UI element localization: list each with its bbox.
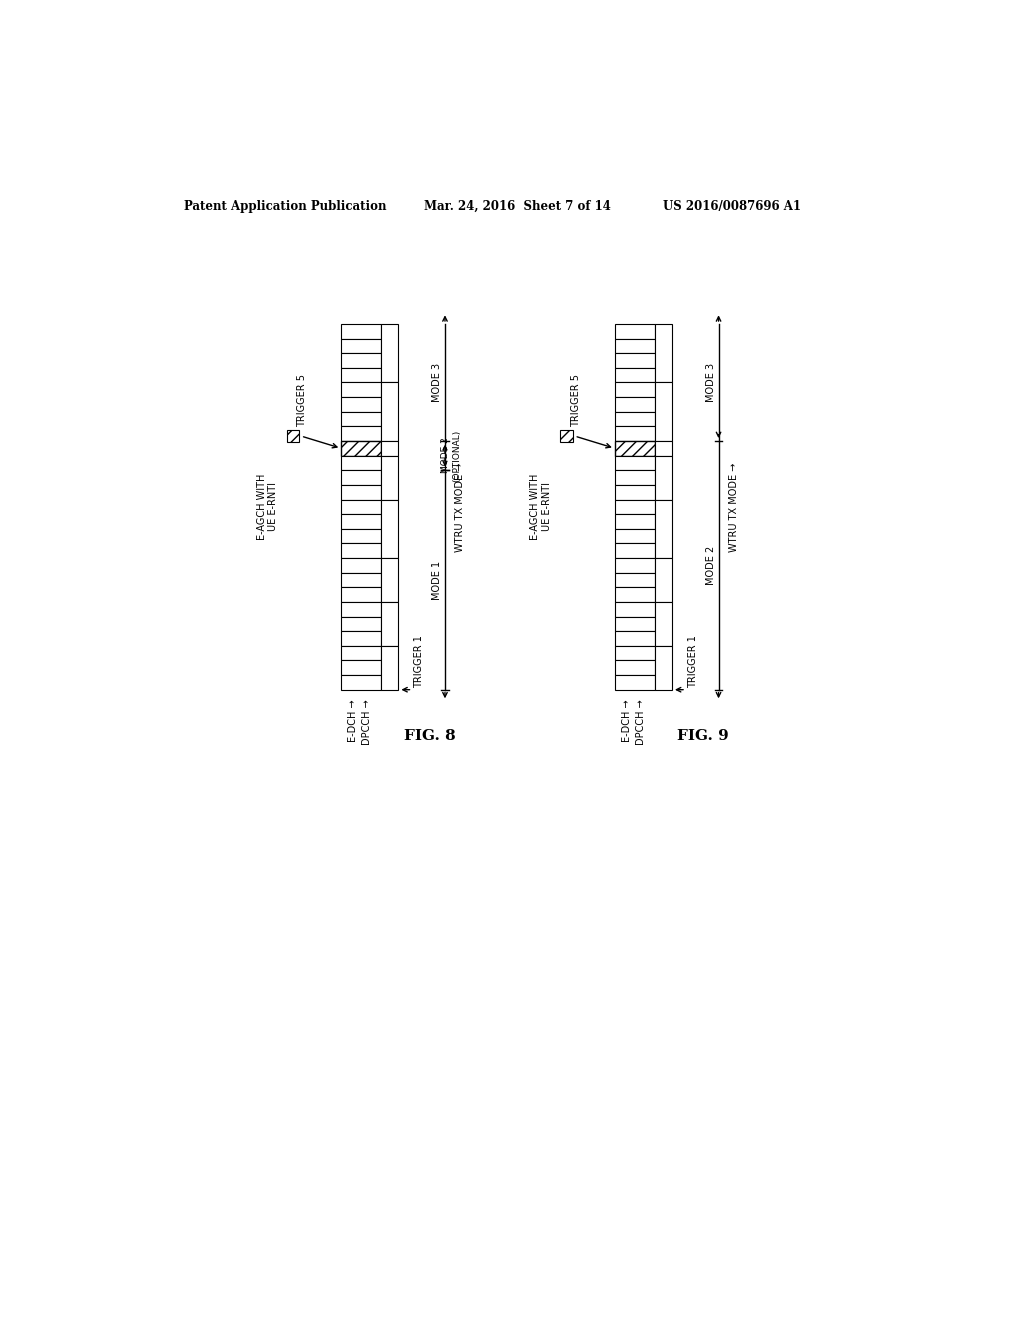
Bar — [614, 339, 655, 354]
Bar — [614, 455, 655, 470]
Bar — [341, 631, 381, 645]
Bar — [560, 430, 572, 442]
Text: WTRU TX MODE →: WTRU TX MODE → — [456, 462, 466, 552]
Bar — [341, 558, 381, 573]
Bar — [381, 441, 398, 455]
Text: E-AGCH WITH
UE E-RNTI: E-AGCH WITH UE E-RNTI — [530, 474, 552, 540]
Bar — [381, 383, 398, 441]
Bar — [341, 602, 381, 616]
Bar — [655, 323, 672, 383]
Bar — [341, 368, 381, 383]
Bar — [614, 616, 655, 631]
Bar — [614, 426, 655, 441]
Bar — [614, 323, 655, 339]
Bar — [341, 515, 381, 529]
Bar — [614, 383, 655, 397]
Bar — [381, 323, 398, 383]
Bar — [341, 323, 381, 339]
Bar — [341, 441, 381, 455]
Text: DPCCH →: DPCCH → — [636, 700, 646, 744]
Bar — [341, 544, 381, 558]
Bar — [655, 441, 672, 455]
Text: TRIGGER 1: TRIGGER 1 — [414, 635, 424, 688]
Bar — [341, 412, 381, 426]
Bar — [341, 573, 381, 587]
Bar — [614, 397, 655, 412]
Bar — [614, 484, 655, 499]
Bar — [341, 484, 381, 499]
Bar — [614, 660, 655, 675]
Bar — [655, 499, 672, 558]
Bar — [341, 660, 381, 675]
Bar — [614, 544, 655, 558]
Text: US 2016/0087696 A1: US 2016/0087696 A1 — [663, 199, 801, 213]
Bar — [341, 616, 381, 631]
Bar — [614, 515, 655, 529]
Bar — [614, 602, 655, 616]
Text: E-DCH →: E-DCH → — [348, 700, 358, 742]
Text: MODE 3: MODE 3 — [432, 363, 442, 403]
Bar — [655, 602, 672, 645]
Bar — [614, 470, 655, 484]
Text: Mar. 24, 2016  Sheet 7 of 14: Mar. 24, 2016 Sheet 7 of 14 — [424, 199, 611, 213]
Bar — [341, 645, 381, 660]
Bar — [341, 354, 381, 368]
Text: WTRU TX MODE →: WTRU TX MODE → — [729, 462, 739, 552]
Text: MODE 2
(OPTIONAL): MODE 2 (OPTIONAL) — [441, 429, 461, 482]
Bar — [614, 587, 655, 602]
Bar — [614, 499, 655, 513]
Bar — [341, 339, 381, 354]
Bar — [614, 368, 655, 383]
Bar — [381, 602, 398, 645]
Text: TRIGGER 1: TRIGGER 1 — [687, 635, 697, 688]
Text: DPCCH →: DPCCH → — [362, 700, 373, 744]
Bar — [655, 645, 672, 689]
Bar — [341, 499, 381, 513]
Text: FIG. 8: FIG. 8 — [403, 729, 456, 743]
Bar — [381, 499, 398, 558]
Bar — [341, 426, 381, 441]
Bar — [614, 354, 655, 368]
Text: E-DCH →: E-DCH → — [622, 700, 632, 742]
Bar — [655, 558, 672, 602]
Bar — [341, 383, 381, 397]
Text: Patent Application Publication: Patent Application Publication — [183, 199, 386, 213]
Bar — [341, 675, 381, 689]
Text: MODE 2: MODE 2 — [706, 545, 716, 585]
Bar — [341, 470, 381, 484]
Text: TRIGGER 5: TRIGGER 5 — [297, 374, 307, 426]
Text: FIG. 9: FIG. 9 — [677, 729, 729, 743]
Bar — [614, 631, 655, 645]
Bar — [614, 529, 655, 544]
Bar — [287, 430, 299, 442]
Bar — [614, 412, 655, 426]
Bar — [614, 675, 655, 689]
Text: MODE 1: MODE 1 — [432, 561, 442, 599]
Bar — [341, 529, 381, 544]
Bar — [655, 455, 672, 499]
Text: MODE 3: MODE 3 — [706, 363, 716, 403]
Bar — [381, 558, 398, 602]
Bar — [341, 397, 381, 412]
Bar — [341, 455, 381, 470]
Bar — [614, 645, 655, 660]
Bar — [341, 587, 381, 602]
Bar — [614, 558, 655, 573]
Text: E-AGCH WITH
UE E-RNTI: E-AGCH WITH UE E-RNTI — [257, 474, 279, 540]
Bar — [614, 573, 655, 587]
Text: TRIGGER 5: TRIGGER 5 — [571, 374, 581, 426]
Bar — [655, 383, 672, 441]
Bar — [614, 441, 655, 455]
Bar — [381, 645, 398, 689]
Bar — [381, 455, 398, 499]
